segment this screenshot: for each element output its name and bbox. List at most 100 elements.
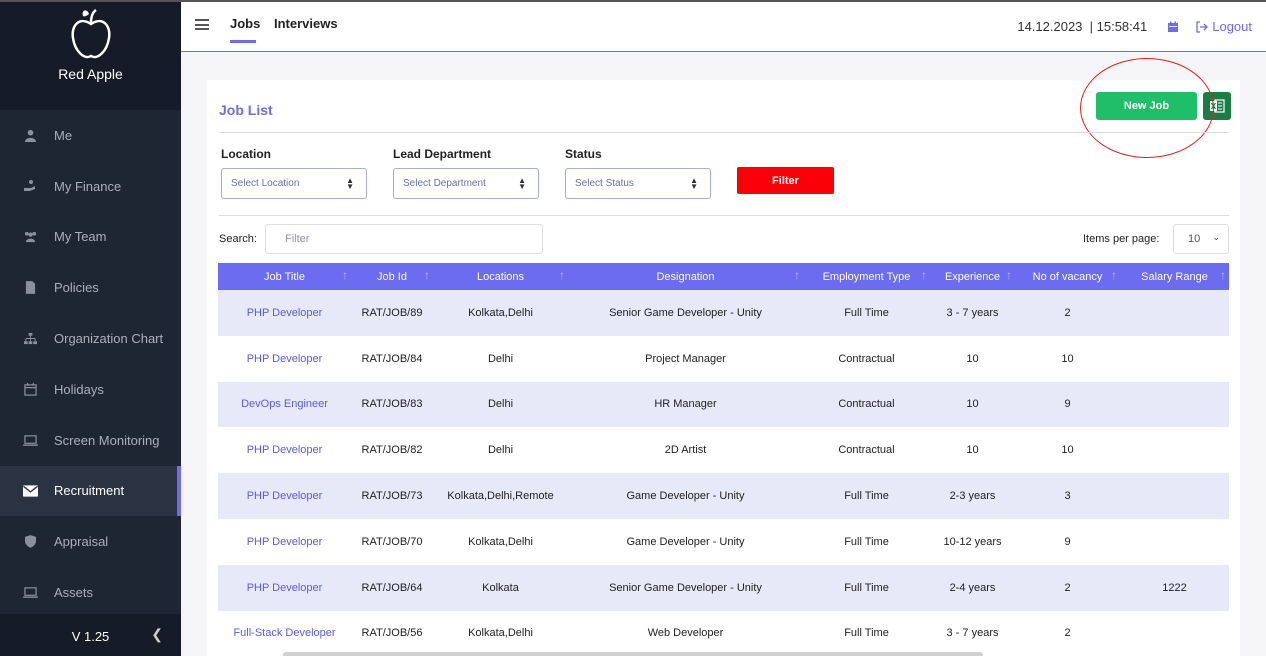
- job-title-link[interactable]: PHP Developer: [246, 352, 323, 365]
- table-cell: Web Developer: [647, 627, 724, 640]
- tab-jobs[interactable]: Jobs: [230, 16, 261, 43]
- column-header-job-title[interactable]: Job Title ↑: [218, 263, 351, 290]
- sidebar-item-label: Organization Chart: [54, 331, 164, 347]
- job-title-link[interactable]: DevOps Engineer: [241, 398, 328, 411]
- column-header-job-id[interactable]: Job Id ↑: [351, 263, 433, 290]
- location-select[interactable]: Select Location ▲ ▼: [221, 168, 367, 199]
- table-cell: 9: [1064, 535, 1071, 548]
- table-cell: Full Time: [844, 306, 889, 319]
- job-title-link[interactable]: PHP Developer: [246, 490, 323, 503]
- brand-name: Red Apple: [58, 66, 123, 82]
- sort-arrow-icon[interactable]: ↑: [342, 268, 348, 282]
- sort-arrow-icon[interactable]: ↑: [921, 268, 927, 282]
- page-title: Job List: [219, 102, 273, 118]
- select-arrows-icon: ▲ ▼: [690, 176, 698, 191]
- sidebar-item-assets[interactable]: Assets: [0, 567, 181, 618]
- items-per-page-select[interactable]: 10 ⌄: [1173, 224, 1229, 254]
- column-header-designation[interactable]: Designation ↑: [568, 263, 803, 290]
- menu-toggle-icon[interactable]: [195, 19, 209, 30]
- department-select-value: Select Department: [403, 178, 486, 189]
- sidebar-item-holidays[interactable]: Holidays: [0, 364, 181, 415]
- table-cell: RAT/JOB/70: [361, 535, 423, 548]
- brand-logo[interactable]: Red Apple: [0, 2, 181, 110]
- datetime-display: 14.12.2023 | 15:58:41: [1017, 19, 1148, 34]
- sort-arrow-icon[interactable]: ↑: [794, 268, 800, 282]
- location-filter-label: Location: [221, 147, 271, 161]
- filter-button[interactable]: Filter: [737, 167, 834, 194]
- logout-button[interactable]: Logout: [1195, 19, 1252, 34]
- table-cell: 10: [966, 352, 979, 365]
- sort-arrow-icon[interactable]: ↑: [1111, 268, 1117, 282]
- job-title-link[interactable]: PHP Developer: [246, 306, 323, 319]
- search-input[interactable]: [265, 224, 543, 254]
- table-cell: Project Manager: [645, 352, 726, 365]
- sidebar-item-appraisal[interactable]: Appraisal: [0, 516, 181, 567]
- table-row[interactable]: PHP Developer RAT/JOB/82 Delhi 2D Artist Con…: [218, 427, 1229, 474]
- column-header-experience[interactable]: Experience ↑: [930, 263, 1015, 290]
- sidebar-item-label: Assets: [54, 585, 94, 601]
- calendar-icon: [22, 381, 38, 397]
- table-row[interactable]: PHP Developer RAT/JOB/73 Kolkata,Delhi,Rem…: [218, 473, 1229, 519]
- table-cell: 3: [1064, 490, 1071, 503]
- sort-arrow-icon[interactable]: ↑: [559, 268, 565, 282]
- table-cell: Full Time: [844, 581, 889, 594]
- table-cell: 3 - 7 years: [946, 627, 999, 640]
- table-cell: Game Developer - Unity: [626, 535, 745, 548]
- table-cell: Delhi: [487, 444, 514, 457]
- table-cell: [1120, 519, 1229, 565]
- column-header-employment-type[interactable]: Employment Type ↑: [803, 263, 930, 290]
- horizontal-scrollbar[interactable]: [283, 652, 983, 656]
- sidebar-item-my-finance[interactable]: My Finance: [0, 161, 181, 212]
- job-list-card: Job List New Job Location Lead Departmen…: [207, 58, 1240, 656]
- sidebar-item-me[interactable]: Me: [0, 110, 181, 161]
- column-header-label: Salary Range: [1141, 270, 1208, 283]
- sort-arrow-icon[interactable]: ↑: [424, 268, 430, 282]
- table-cell: Full Time: [844, 490, 889, 503]
- table-row[interactable]: Full-Stack Developer RAT/JOB/56 Kolkata,De…: [218, 610, 1229, 656]
- table-cell: [1120, 382, 1229, 428]
- table-row[interactable]: PHP Developer RAT/JOB/70 Kolkata,Delhi Game…: [218, 518, 1229, 565]
- export-excel-button[interactable]: [1203, 92, 1231, 120]
- new-job-button[interactable]: New Job: [1096, 92, 1197, 120]
- table-cell: RAT/JOB/89: [361, 306, 423, 319]
- table-cell: [1120, 336, 1229, 382]
- sidebar-item-recruitment[interactable]: Recruitment: [0, 465, 181, 517]
- table-row[interactable]: DevOps Engineer RAT/JOB/83 Delhi HR Manager…: [218, 381, 1229, 428]
- column-header-locations[interactable]: Locations ↑: [433, 263, 568, 290]
- table-cell: Delhi: [487, 352, 514, 365]
- column-header-label: Designation: [656, 270, 715, 283]
- sort-arrow-icon[interactable]: ↑: [1220, 268, 1226, 282]
- column-header-no-of-vacancy[interactable]: No of vacancy ↑: [1015, 263, 1120, 290]
- table-cell: Contractual: [838, 444, 895, 457]
- status-filter-label: Status: [565, 147, 602, 161]
- job-title-link[interactable]: PHP Developer: [246, 444, 323, 457]
- sidebar-footer: V 1.25 ❮: [0, 614, 181, 656]
- calendar-icon[interactable]: [1167, 21, 1179, 33]
- column-header-salary-range[interactable]: Salary Range ↑: [1120, 263, 1229, 290]
- status-select[interactable]: Select Status ▲ ▼: [565, 168, 711, 199]
- department-select[interactable]: Select Department ▲ ▼: [393, 168, 539, 199]
- table-row[interactable]: PHP Developer RAT/JOB/64 Kolkata Senior Gam…: [218, 564, 1229, 611]
- tab-interviews[interactable]: Interviews: [274, 16, 338, 31]
- job-title-link[interactable]: PHP Developer: [246, 535, 323, 548]
- job-title-link[interactable]: PHP Developer: [246, 581, 323, 594]
- sort-arrow-icon[interactable]: ↑: [1006, 268, 1012, 282]
- sidebar-item-screen-monitoring[interactable]: Screen Monitoring: [0, 415, 181, 466]
- collapse-sidebar-icon[interactable]: ❮: [151, 626, 163, 642]
- table-cell: 2: [1064, 581, 1071, 594]
- envelope-icon: [22, 483, 38, 499]
- sidebar-item-label: Me: [54, 127, 73, 143]
- table-row[interactable]: PHP Developer RAT/JOB/84 Delhi Project Mana…: [218, 335, 1229, 382]
- table-cell: [1120, 473, 1229, 519]
- table-row[interactable]: PHP Developer RAT/JOB/89 Kolkata,Delhi Seni…: [218, 290, 1229, 336]
- user-icon: [22, 127, 38, 143]
- table-cell: Senior Game Developer - Unity: [609, 306, 762, 319]
- apple-logo-icon: [70, 8, 111, 59]
- table-cell: Kolkata: [482, 581, 519, 594]
- sidebar-item-organization-chart[interactable]: Organization Chart: [0, 313, 181, 364]
- top-right-area: 14.12.2023 | 15:58:41 Logout: [1017, 19, 1252, 34]
- department-filter-label: Lead Department: [393, 147, 492, 161]
- sidebar-item-my-team[interactable]: My Team: [0, 212, 181, 263]
- job-title-link[interactable]: Full-Stack Developer: [233, 627, 336, 640]
- sidebar-item-policies[interactable]: Policies: [0, 262, 181, 313]
